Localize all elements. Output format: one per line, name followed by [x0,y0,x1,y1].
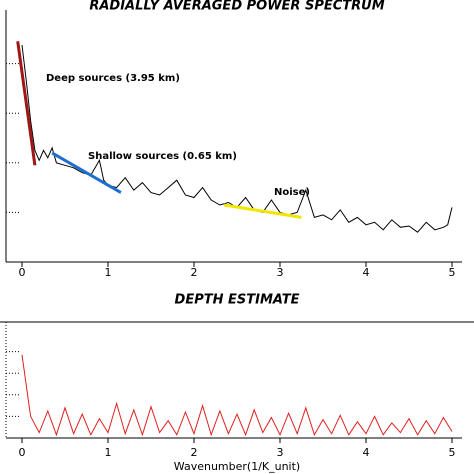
x-tick-label: 4 [363,446,370,459]
x-tick-label: 5 [449,266,456,279]
annotation: Deep sources (3.95 km) [46,73,180,84]
series-line [16,41,37,166]
series-line [21,44,453,233]
x-tick-label: 5 [449,446,456,459]
series-line [223,203,302,219]
x-tick-label: 3 [277,446,284,459]
chart-title: DEPTH ESTIMATE [175,293,300,308]
annotation: Shallow sources (0.65 km) [88,151,237,162]
x-tick-label: 0 [19,446,26,459]
x-tick-label: 4 [363,266,370,279]
x-tick-label: 2 [191,266,198,279]
chart-title: RADIALLY AVERAGED POWER SPECTRUM [89,0,384,14]
x-tick-label: 1 [105,266,112,279]
annotation: Noise) [274,187,310,198]
x-axis-label: Wavenumber(1/K_unit) [174,460,300,473]
series-line [21,354,453,437]
x-tick-label: 2 [191,446,198,459]
x-tick-label: 0 [19,266,26,279]
x-tick-label: 3 [277,266,284,279]
series-line [51,151,122,194]
x-tick-label: 1 [105,446,112,459]
